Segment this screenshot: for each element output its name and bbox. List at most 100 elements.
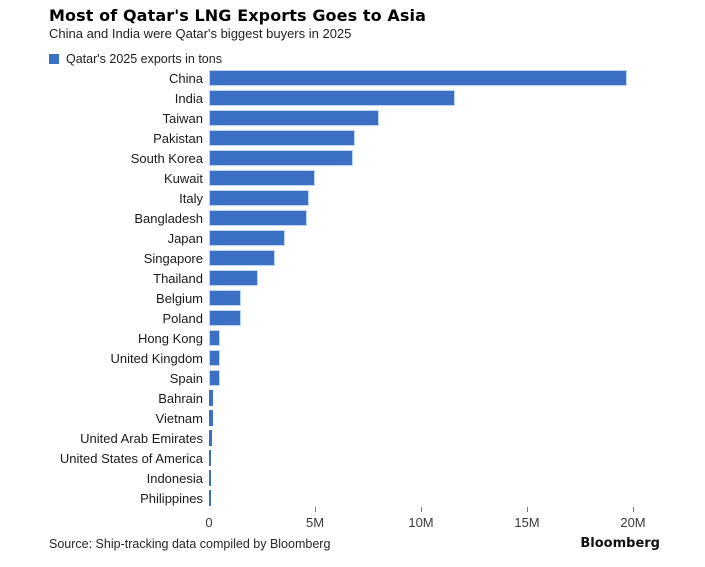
bar-track: [209, 188, 705, 208]
category-label: Spain: [169, 370, 203, 386]
legend: Qatar's 2025 exports in tons: [49, 52, 222, 66]
bar-track: [209, 448, 705, 468]
axis-tick-label: 15M: [514, 515, 540, 530]
bar: [209, 290, 241, 306]
category-label: Poland: [162, 310, 203, 326]
axis-tick-mark: [421, 507, 422, 512]
category-label: China: [169, 70, 203, 86]
bar-row: Philippines: [0, 488, 705, 508]
bloomberg-logo: Bloomberg: [580, 536, 660, 551]
bar: [209, 430, 213, 446]
category-label: Taiwan: [162, 110, 203, 126]
bar: [209, 410, 214, 426]
category-label: Belgium: [156, 290, 203, 306]
category-label: Pakistan: [153, 130, 203, 146]
bar-row: Kuwait: [0, 168, 705, 188]
bar-row: China: [0, 68, 705, 88]
axis-tick-label: 10M: [408, 515, 434, 530]
bar: [209, 450, 212, 466]
bar-row: Bahrain: [0, 388, 705, 408]
category-label: Hong Kong: [137, 330, 203, 346]
bar: [209, 210, 307, 226]
category-label: Bahrain: [158, 390, 203, 406]
category-label: United Kingdom: [110, 350, 204, 366]
bar-track: [209, 488, 705, 508]
bar-track: [209, 248, 705, 268]
bar-row: Poland: [0, 308, 705, 328]
bar: [209, 90, 455, 106]
bar-row: Pakistan: [0, 128, 705, 148]
bar-row: Indonesia: [0, 468, 705, 488]
axis-tick-label: 0: [205, 515, 213, 530]
legend-swatch-icon: [49, 54, 59, 64]
bar-track: [209, 68, 705, 88]
bar: [209, 310, 241, 326]
bar: [209, 70, 627, 86]
bar-track: [209, 168, 705, 188]
category-label: Vietnam: [155, 410, 203, 426]
bar-row: Taiwan: [0, 108, 705, 128]
bar-track: [209, 288, 705, 308]
axis-tick-label: 5M: [305, 515, 325, 530]
bar: [209, 270, 258, 286]
category-label: India: [174, 90, 203, 106]
bar-track: [209, 408, 705, 428]
bar-row: Hong Kong: [0, 328, 705, 348]
bar-track: [209, 128, 705, 148]
bar-track: [209, 368, 705, 388]
bar-track: [209, 228, 705, 248]
bar-row: South Korea: [0, 148, 705, 168]
bar: [209, 130, 356, 146]
bar-row: Japan: [0, 228, 705, 248]
bar-row: India: [0, 88, 705, 108]
bar-row: United Arab Emirates: [0, 428, 705, 448]
category-label: Thailand: [153, 270, 203, 286]
bar: [209, 230, 286, 246]
axis-tick-mark: [315, 507, 316, 512]
category-label: Indonesia: [146, 470, 203, 486]
category-label: United Arab Emirates: [80, 430, 203, 446]
bar-row: Spain: [0, 368, 705, 388]
category-label: Bangladesh: [134, 210, 203, 226]
bar-track: [209, 88, 705, 108]
bar: [209, 150, 354, 166]
bar-track: [209, 208, 705, 228]
bar: [209, 370, 220, 386]
chart-title: Most of Qatar's LNG Exports Goes to Asia: [49, 6, 426, 25]
bar-track: [209, 388, 705, 408]
category-label: Singapore: [143, 250, 203, 266]
bar-track: [209, 468, 705, 488]
axis-tick-mark: [527, 507, 528, 512]
chart-subtitle: China and India were Qatar's biggest buy…: [49, 26, 352, 41]
bar-row: United States of America: [0, 448, 705, 468]
bar-track: [209, 308, 705, 328]
bar-track: [209, 328, 705, 348]
bar-row: Italy: [0, 188, 705, 208]
bar-row: Singapore: [0, 248, 705, 268]
category-label: Japan: [167, 230, 203, 246]
bar: [209, 110, 379, 126]
bar-row: Bangladesh: [0, 208, 705, 228]
bar-row: Belgium: [0, 288, 705, 308]
bar: [209, 170, 315, 186]
bar: [209, 390, 214, 406]
bar: [209, 350, 220, 366]
bar-track: [209, 428, 705, 448]
axis-tick-mark: [633, 507, 634, 512]
bar-chart: China India Taiwan Pakistan South Korea Kuwai…: [0, 68, 705, 508]
axis-tick-label: 20M: [620, 515, 646, 530]
bar: [209, 250, 275, 266]
category-label: Philippines: [140, 490, 203, 506]
bar-track: [209, 348, 705, 368]
bar: [209, 470, 212, 486]
bar-row: Vietnam: [0, 408, 705, 428]
bar-track: [209, 148, 705, 168]
legend-label: Qatar's 2025 exports in tons: [66, 52, 222, 66]
category-label: South Korea: [130, 150, 203, 166]
bar: [209, 330, 220, 346]
bar: [209, 190, 309, 206]
bar-track: [209, 268, 705, 288]
bar: [209, 490, 212, 506]
x-axis: 0 5M 10M 15M 20M: [205, 506, 689, 536]
